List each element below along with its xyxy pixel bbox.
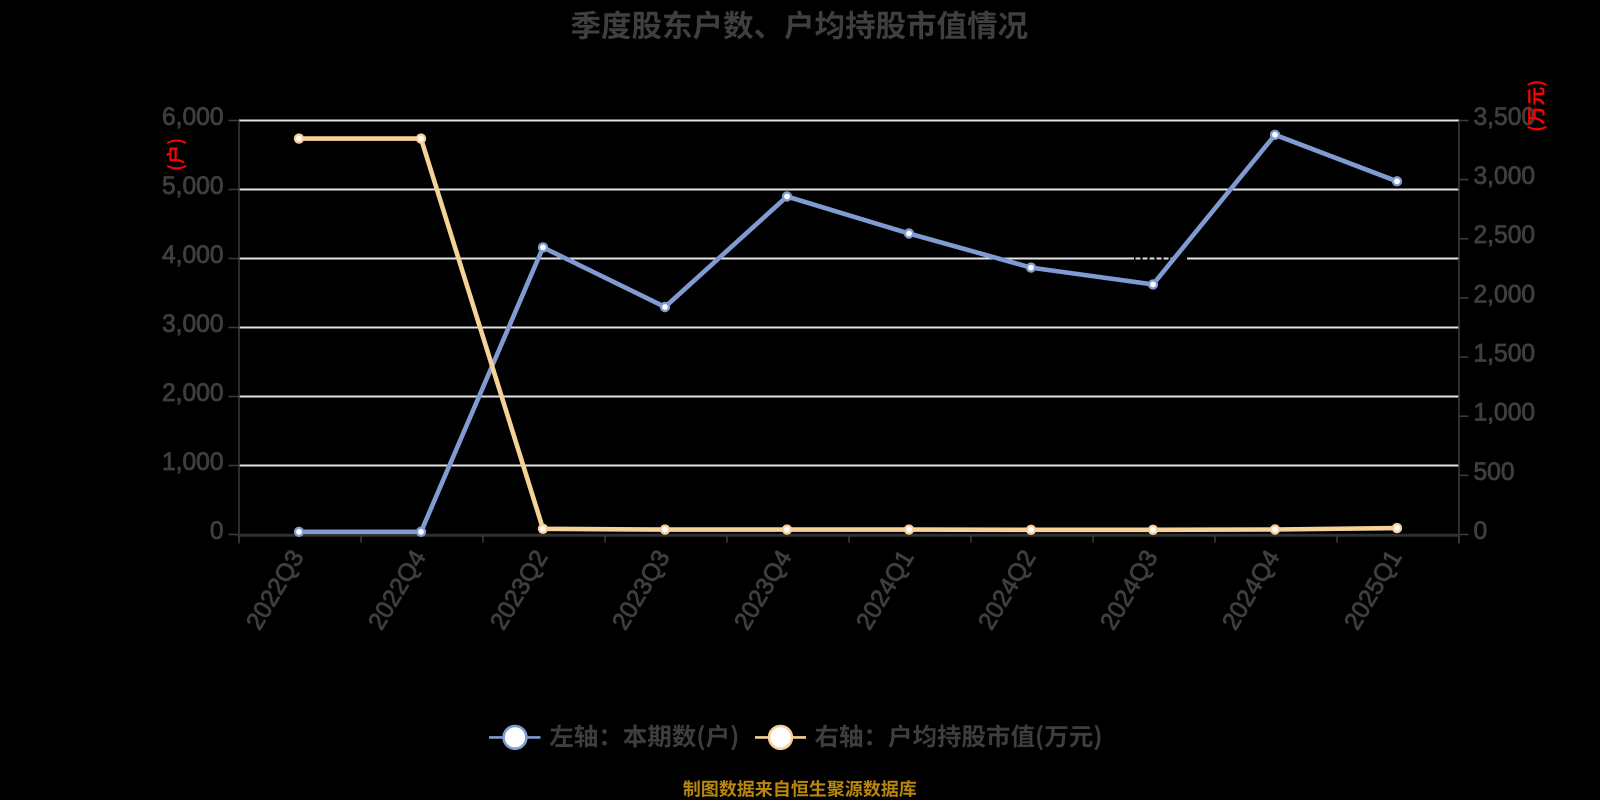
svg-text:1,500: 1,500: [1474, 341, 1536, 368]
svg-text:3,000: 3,000: [1474, 163, 1536, 190]
svg-text:2,000: 2,000: [162, 380, 224, 407]
svg-text:500: 500: [1474, 459, 1515, 486]
svg-text:0: 0: [1474, 518, 1488, 545]
svg-text:0: 0: [210, 518, 224, 545]
svg-text:3,500: 3,500: [1474, 104, 1536, 131]
svg-text:1,000: 1,000: [1474, 400, 1536, 427]
svg-text:5,000: 5,000: [162, 173, 224, 200]
svg-text:3,000: 3,000: [162, 311, 224, 338]
svg-text:6,000: 6,000: [162, 104, 224, 131]
svg-text:1,000: 1,000: [162, 449, 224, 476]
svg-text:2,000: 2,000: [1474, 281, 1536, 308]
svg-text:2,500: 2,500: [1474, 222, 1536, 249]
svg-text:4,000: 4,000: [162, 242, 224, 269]
